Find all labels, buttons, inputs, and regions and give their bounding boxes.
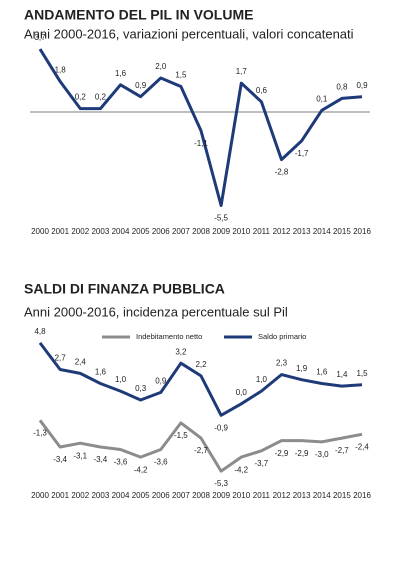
value-label: -2,9 — [295, 449, 309, 458]
x-tick-label: 2016 — [353, 227, 371, 236]
value-label: -2,7 — [335, 446, 349, 455]
x-tick-label: 2006 — [152, 491, 170, 500]
x-tick-label: 2011 — [253, 491, 271, 500]
value-label: 0,8 — [336, 83, 348, 92]
x-tick-label: 2014 — [313, 227, 331, 236]
value-label: 1,6 — [115, 69, 127, 78]
value-label: 0,3 — [135, 384, 147, 393]
value-label: 1,6 — [95, 368, 107, 377]
x-tick-label: 2004 — [112, 227, 130, 236]
x-tick-label: 2007 — [172, 227, 190, 236]
value-label: -1,5 — [174, 431, 188, 440]
x-tick-label: 2005 — [132, 227, 150, 236]
legend-label: Indebitamento netto — [136, 332, 202, 341]
value-label: 0,2 — [75, 93, 87, 102]
chart-title: ANDAMENTO DEL PIL IN VOLUME — [24, 7, 253, 23]
value-label: -3,6 — [154, 458, 168, 467]
x-tick-label: 2007 — [172, 491, 190, 500]
value-label: -2,4 — [355, 442, 369, 451]
x-tick-label: 2013 — [293, 227, 311, 236]
value-label: -2,8 — [275, 168, 289, 177]
value-label: -1,3 — [33, 428, 47, 437]
value-label: 0,0 — [236, 388, 248, 397]
chart-title: SALDI DI FINANZA PUBBLICA — [24, 281, 225, 297]
value-label: 2,0 — [155, 62, 167, 71]
value-label: -4,2 — [134, 465, 148, 474]
value-label: -4,2 — [234, 465, 248, 474]
value-label: 3,2 — [175, 347, 187, 356]
value-label: 1,0 — [115, 375, 127, 384]
x-tick-label: 2014 — [313, 491, 331, 500]
value-label: 2,2 — [195, 360, 207, 369]
value-label: -0,9 — [214, 423, 228, 432]
x-tick-label: 2002 — [71, 227, 89, 236]
x-tick-label: 2001 — [51, 491, 69, 500]
value-label: 4,8 — [34, 327, 46, 336]
value-label: 1,7 — [236, 67, 248, 76]
x-tick-label: 2009 — [212, 227, 230, 236]
value-label: -2,9 — [275, 449, 289, 458]
value-label: -2,7 — [194, 446, 208, 455]
x-tick-label: 2012 — [273, 491, 291, 500]
x-tick-label: 2015 — [333, 491, 351, 500]
value-label: 0,6 — [256, 86, 268, 95]
x-tick-label: 2011 — [253, 227, 271, 236]
x-tick-label: 2010 — [232, 491, 250, 500]
value-label: 3,7 — [34, 33, 46, 42]
legend-label: Saldo primario — [258, 332, 306, 341]
value-label: -5,5 — [214, 214, 228, 223]
value-label: 0,9 — [356, 81, 368, 90]
data-line — [38, 341, 363, 417]
value-label: 1,5 — [356, 369, 368, 378]
x-tick-label: 2002 — [71, 491, 89, 500]
x-tick-label: 2001 — [51, 227, 69, 236]
x-tick-label: 2010 — [232, 227, 250, 236]
x-tick-label: 2003 — [91, 491, 109, 500]
value-label: 0,2 — [95, 93, 107, 102]
data-line — [38, 48, 363, 207]
x-tick-label: 2000 — [31, 227, 49, 236]
x-tick-label: 2008 — [192, 491, 210, 500]
value-label: 0,9 — [135, 81, 147, 90]
value-label: 1,9 — [296, 364, 308, 373]
value-label: 1,8 — [55, 66, 67, 75]
value-label: 1,0 — [256, 375, 268, 384]
value-label: 1,4 — [336, 370, 348, 379]
x-tick-label: 2015 — [333, 227, 351, 236]
value-label: 2,7 — [55, 354, 67, 363]
value-label: 0,9 — [155, 377, 167, 386]
value-label: -1,7 — [295, 149, 309, 158]
x-tick-label: 2009 — [212, 491, 230, 500]
x-tick-label: 2006 — [152, 227, 170, 236]
data-line — [38, 419, 363, 473]
value-label: -1,1 — [194, 139, 208, 148]
x-tick-label: 2016 — [353, 491, 371, 500]
chart-subtitle: Anni 2000-2016, incidenza percentuale su… — [24, 304, 288, 319]
x-tick-label: 2012 — [273, 227, 291, 236]
value-label: 0,1 — [316, 94, 328, 103]
value-label: -3,1 — [73, 451, 87, 460]
value-label: -3,6 — [114, 458, 128, 467]
x-tick-label: 2013 — [293, 491, 311, 500]
x-tick-label: 2000 — [31, 491, 49, 500]
value-label: -3,4 — [53, 455, 67, 464]
value-label: 1,5 — [175, 71, 187, 80]
value-label: 2,3 — [276, 359, 288, 368]
value-label: -3,7 — [254, 459, 268, 468]
x-tick-label: 2008 — [192, 227, 210, 236]
chart-subtitle: Anni 2000-2016, variazioni percentuali, … — [24, 26, 354, 41]
x-tick-label: 2004 — [112, 491, 130, 500]
x-tick-label: 2003 — [91, 227, 109, 236]
value-label: 1,6 — [316, 368, 328, 377]
value-label: -3,0 — [315, 450, 329, 459]
value-label: -5,3 — [214, 479, 228, 488]
x-tick-label: 2005 — [132, 491, 150, 500]
value-label: 2,4 — [75, 357, 87, 366]
value-label: -3,4 — [93, 455, 107, 464]
